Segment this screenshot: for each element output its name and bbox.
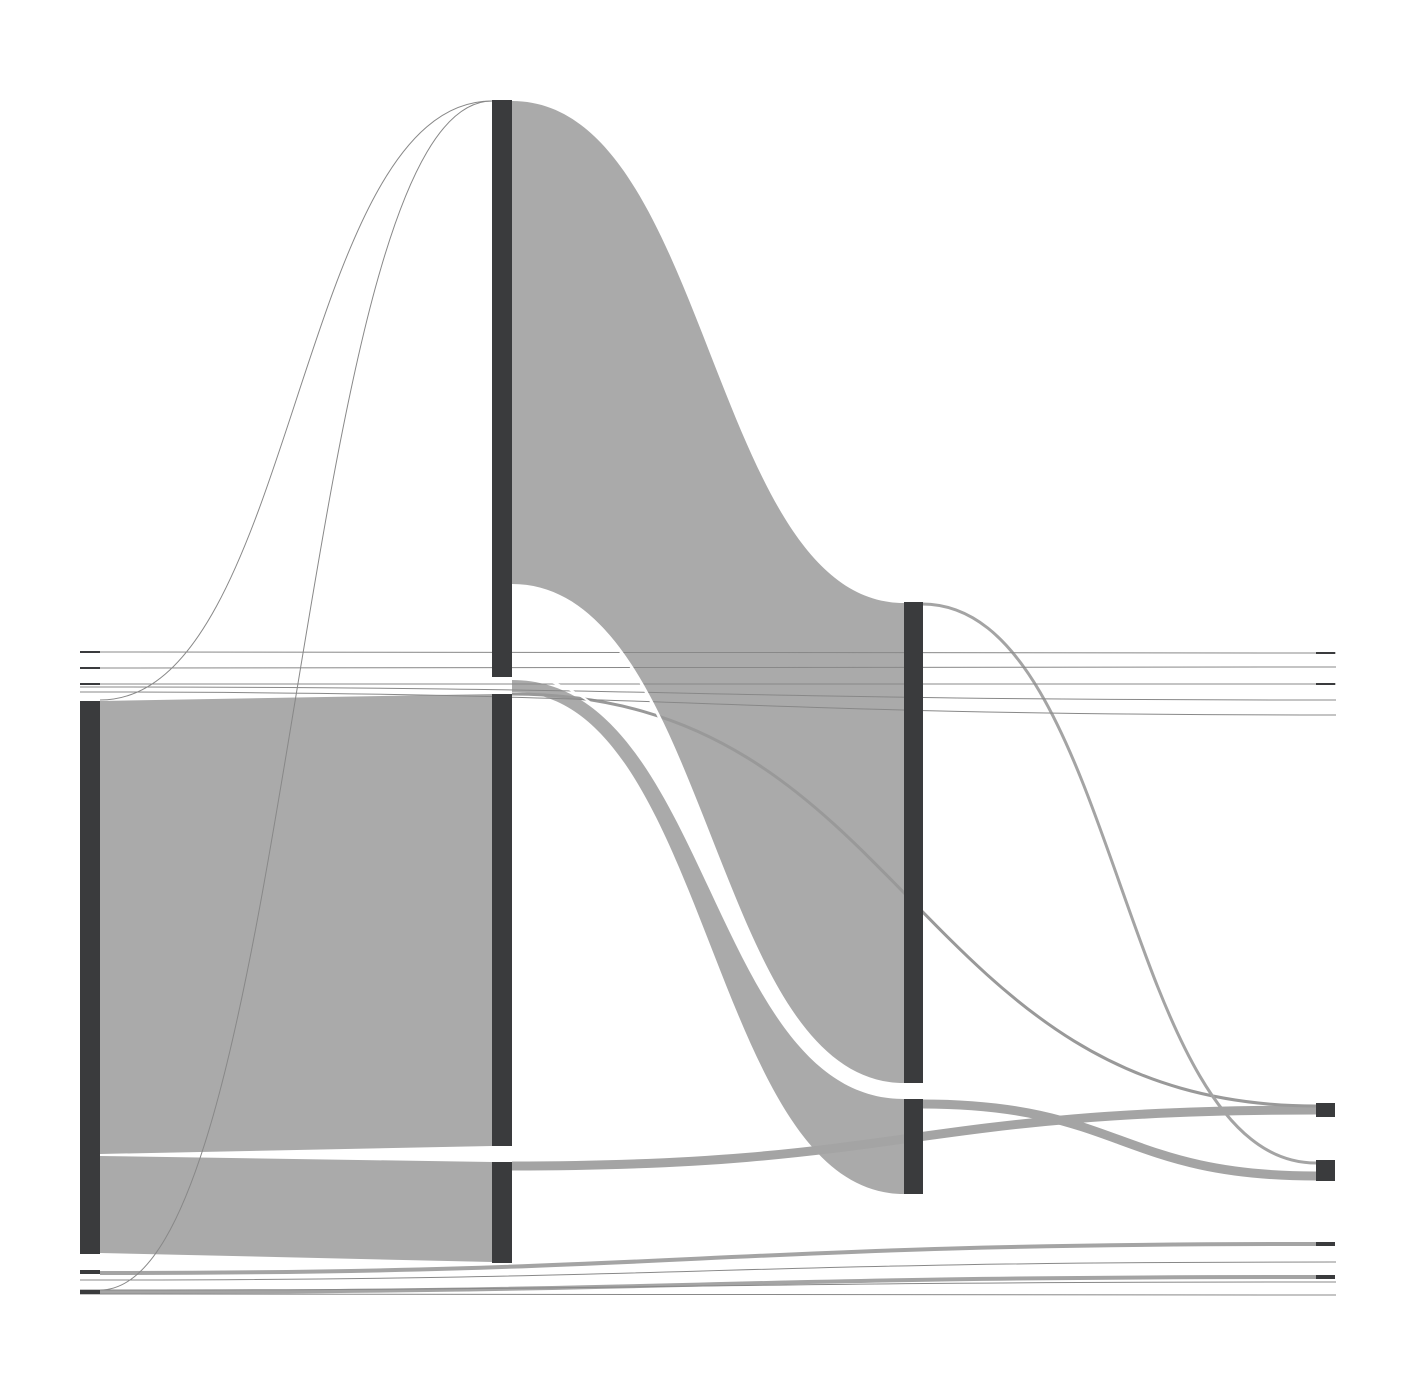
node-col0-main xyxy=(80,701,100,1254)
node-col2-low xyxy=(904,1099,923,1194)
links-thin xyxy=(79,100,1337,1296)
link-d-to-f-edge xyxy=(511,675,905,1097)
link-d-to-f xyxy=(512,680,904,1194)
node-col3-tick-1 xyxy=(1316,652,1335,654)
link-pass-4 xyxy=(79,686,1337,701)
node-col2-top xyxy=(904,602,923,1083)
link-pass-7 xyxy=(79,1293,1337,1296)
node-col1-top xyxy=(492,100,512,677)
link-k-to-l xyxy=(99,1275,1317,1294)
link-pass-5 xyxy=(79,691,1337,716)
link-a-to-d xyxy=(99,100,493,701)
link-i-to-d xyxy=(99,100,493,1291)
links-large xyxy=(100,101,904,1262)
link-pass-6 xyxy=(79,1261,1337,1281)
node-col1-low xyxy=(492,1162,512,1263)
link-gap-line xyxy=(511,584,905,1088)
link-a-to-c xyxy=(100,1156,492,1262)
link-f-to-h xyxy=(921,1099,1317,1181)
node-col3-b xyxy=(1316,1160,1335,1181)
node-col3-a xyxy=(1316,1103,1335,1117)
node-col1-mid xyxy=(492,694,512,1146)
node-col0-small-1 xyxy=(80,1270,100,1274)
link-pass-1 xyxy=(79,651,1337,654)
node-col3-d xyxy=(1316,1275,1335,1279)
nodes xyxy=(80,100,1335,1294)
link-e-to-h xyxy=(921,602,1317,1165)
link-i-to-j xyxy=(99,1242,1317,1275)
link-a-to-b xyxy=(100,694,492,1154)
link-pass-2 xyxy=(79,666,1337,669)
node-col0-tick-2 xyxy=(80,667,100,669)
node-col0-tick-1 xyxy=(80,651,100,653)
node-col0-small-2 xyxy=(80,1290,100,1294)
node-col3-c xyxy=(1316,1242,1335,1246)
link-pass-8 xyxy=(79,1281,1337,1291)
node-col0-tick-3 xyxy=(80,683,100,685)
link-d-to-e xyxy=(512,101,904,1083)
node-col3-tick-2 xyxy=(1316,683,1335,685)
